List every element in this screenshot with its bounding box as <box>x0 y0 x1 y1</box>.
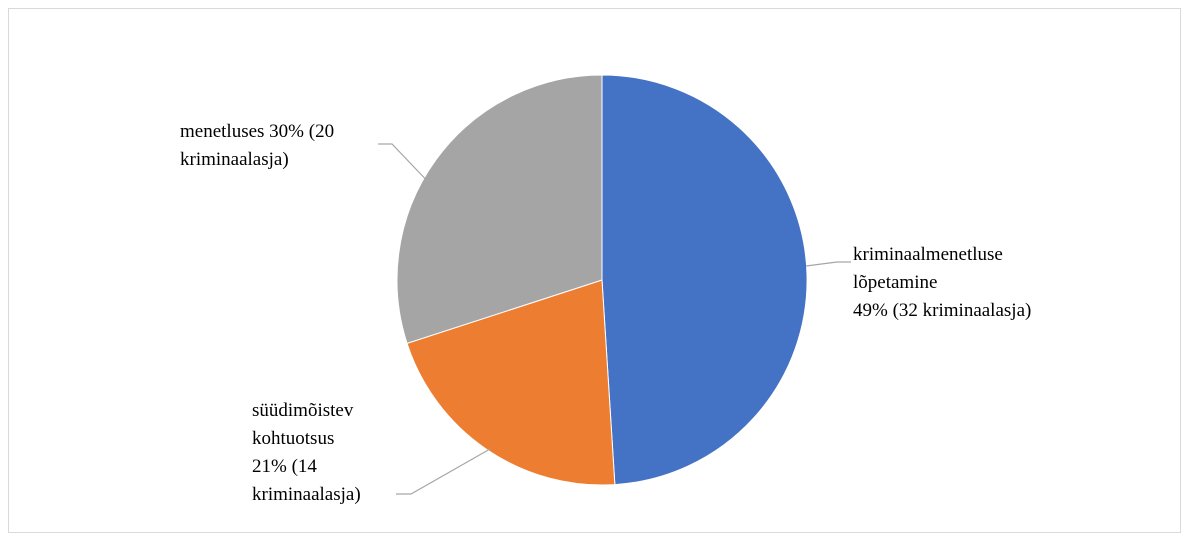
data-label-line: menetluses 30% (20 <box>180 121 334 142</box>
data-label-line: 49% (32 kriminaalasja) <box>853 300 1031 321</box>
leader-line-menetluses <box>378 143 435 189</box>
pie-slices <box>396 74 808 486</box>
data-label-line: kriminaalasja) <box>180 149 289 170</box>
data-labels: kriminaalmenetluse lõpetamine 49% (32 krim… <box>180 121 1031 505</box>
data-label-menetluses: menetluses 30% (20 kriminaalasja) <box>180 121 334 170</box>
data-label-line: 21% (14 <box>252 456 317 477</box>
pie-slice-suudimoistev-kohtuotsus <box>406 279 616 486</box>
data-label-line: lõpetamine <box>853 272 937 293</box>
data-label-line: kriminaalmenetluse <box>853 244 1003 265</box>
pie-slice-kriminaalmenetluse-lopetamine <box>601 74 808 486</box>
data-label-line: kriminaalasja) <box>252 484 361 505</box>
leader-lines <box>378 143 851 495</box>
data-label-line: kohtuotsus <box>252 428 334 449</box>
data-label-suudimoistev-kohtuotsus: süüdimõistev kohtuotsus 21% (14 kriminaalas… <box>252 400 361 505</box>
data-label-kriminaalmenetluse-lopetamine: kriminaalmenetluse lõpetamine 49% (32 krim… <box>853 244 1031 321</box>
data-label-line: süüdimõistev <box>252 400 354 421</box>
leader-line-suudimoistev-kohtuotsus <box>396 448 491 495</box>
pie-slice-menetluses <box>396 74 603 344</box>
leader-line-kriminaalmenetluse-lopetamine <box>805 261 851 267</box>
